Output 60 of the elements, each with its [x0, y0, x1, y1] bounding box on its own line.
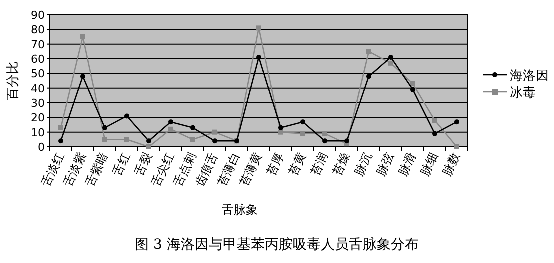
y-tick-label: 0 — [38, 141, 45, 154]
point — [256, 26, 262, 31]
point — [410, 87, 416, 92]
point — [80, 74, 86, 80]
x-tick-label: 苔润 — [308, 150, 331, 178]
point — [278, 130, 284, 135]
point — [168, 126, 174, 132]
x-tick-label: 苔厚 — [264, 150, 287, 178]
y-tick-label: 50 — [31, 68, 45, 81]
point — [102, 137, 108, 142]
text: 图 3 海洛因与甲基苯丙胺吸毒人员舌脉象分布 — [135, 237, 419, 253]
legend-label: 冰毒 — [510, 86, 536, 101]
point — [454, 144, 460, 150]
point — [190, 137, 196, 142]
point — [168, 120, 174, 125]
point — [432, 118, 438, 124]
point — [432, 131, 438, 136]
point — [58, 125, 64, 130]
x-tick-label: 脉滑 — [396, 150, 419, 178]
x-tick-label: 脉细 — [418, 150, 441, 178]
point — [212, 130, 218, 135]
point — [146, 138, 152, 144]
point — [256, 55, 262, 60]
x-tick-label: 脉沉 — [352, 150, 375, 178]
point — [454, 120, 460, 125]
y-tick-label: 80 — [31, 24, 45, 37]
y-tick-label: 90 — [31, 9, 45, 22]
point — [58, 138, 64, 144]
x-tick-label: 苔燥 — [330, 150, 353, 178]
x-tick-label: 舌红 — [110, 150, 133, 178]
y-tick-label: 70 — [31, 38, 45, 52]
point — [300, 120, 306, 125]
x-tick-label: 脉弦 — [374, 150, 397, 178]
point — [322, 138, 328, 144]
y-axis-title: 百分比 — [6, 62, 21, 100]
point — [212, 138, 218, 144]
x-axis-title: 舌脉象 — [222, 203, 258, 217]
point — [124, 114, 130, 119]
point — [278, 125, 284, 130]
point — [190, 125, 196, 130]
y-tick-label: 30 — [31, 97, 45, 110]
point — [366, 74, 372, 80]
point — [124, 137, 130, 142]
point — [344, 138, 350, 144]
y-tick-label: 40 — [31, 82, 45, 96]
point — [102, 125, 108, 130]
x-tick-label: 脉数 — [440, 150, 463, 178]
point — [388, 60, 394, 66]
point — [322, 131, 328, 136]
point — [300, 131, 306, 136]
point — [80, 34, 86, 40]
x-tick-label: 苔黄 — [286, 150, 309, 178]
y-tick-label: 60 — [31, 53, 45, 66]
point — [146, 144, 152, 150]
y-tick-label: 10 — [31, 126, 45, 140]
y-tick-label: 20 — [31, 112, 45, 125]
point — [388, 55, 394, 60]
point — [410, 81, 416, 86]
point — [366, 49, 372, 54]
legend-label: 海洛因 — [510, 69, 549, 84]
